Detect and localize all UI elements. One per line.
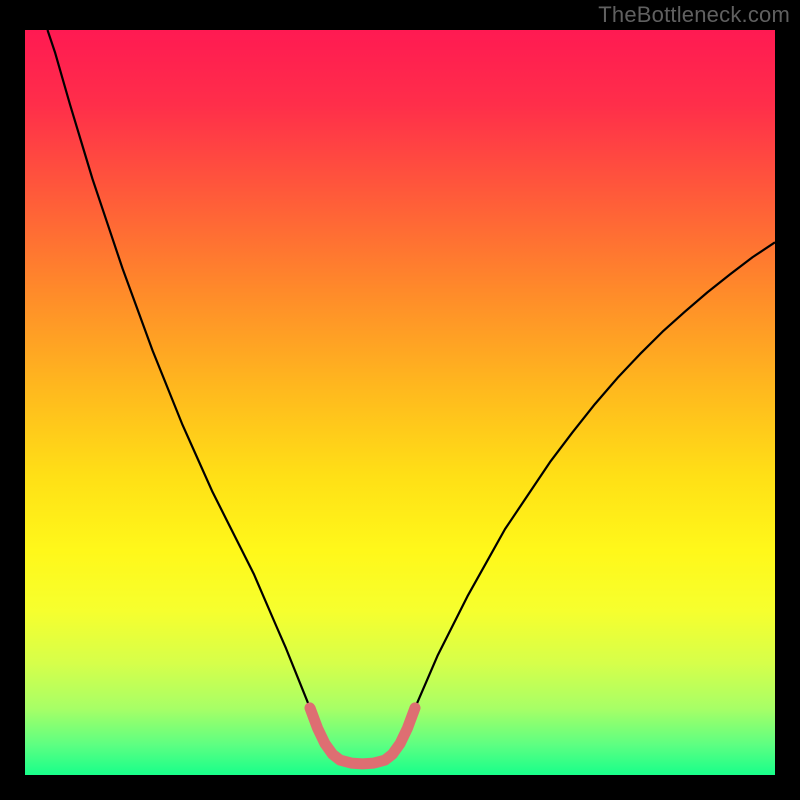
outer-frame: TheBottleneck.com: [0, 0, 800, 800]
gradient-background: [25, 30, 775, 775]
chart-svg: [25, 30, 775, 775]
plot-area: [25, 30, 775, 775]
watermark-text: TheBottleneck.com: [598, 2, 790, 28]
